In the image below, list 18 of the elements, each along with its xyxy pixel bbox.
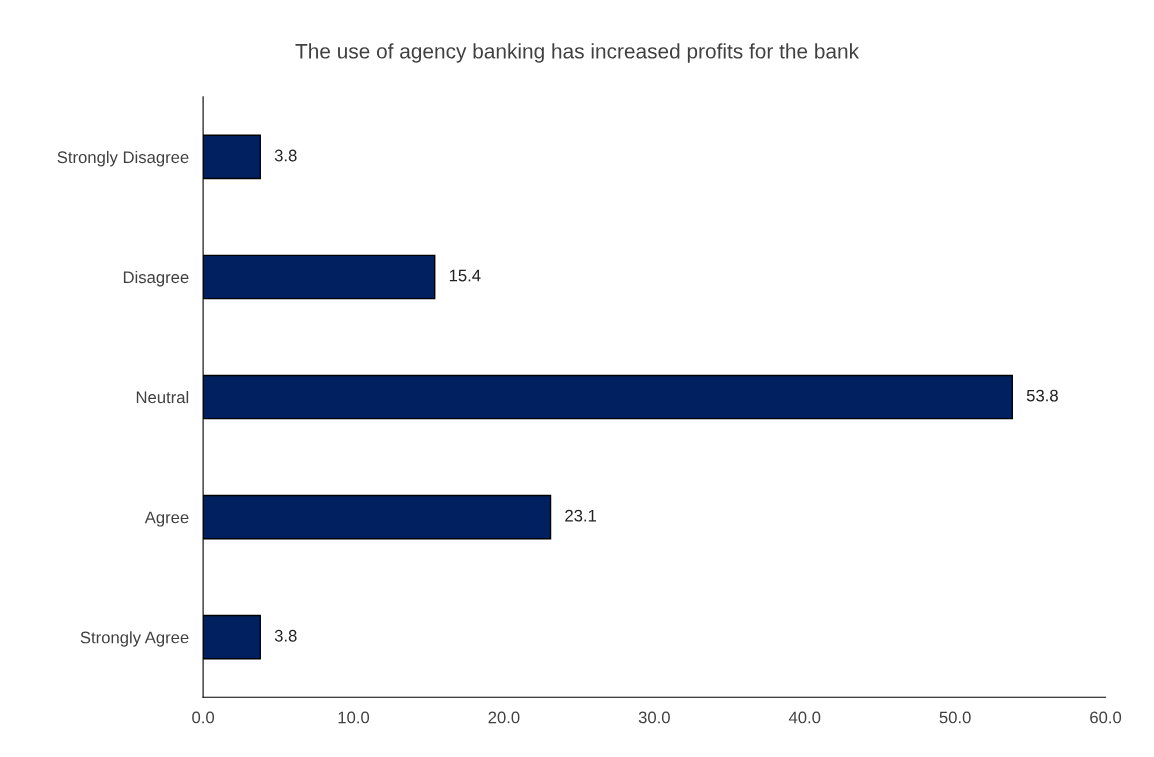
data-label: 15.4 [449,269,481,282]
data-label: 3.8 [274,149,297,162]
x-tick-label: 50.0 [939,711,971,724]
y-tick-label: Strongly Disagree [57,150,189,167]
data-label: 3.8 [274,629,297,642]
y-tick-label: Agree [144,511,189,527]
x-tick-label: 10.0 [338,711,370,724]
x-tick-label: 0.0 [192,711,215,724]
x-tick-label: 20.0 [488,711,520,724]
y-tick-label: Neutral [136,391,189,404]
y-tick-label: Strongly Agree [80,631,189,647]
data-label: 23.1 [565,509,597,522]
x-tick-label: 40.0 [788,711,821,724]
y-tick-label: Disagree [123,270,189,287]
chart-title: The use of agency banking has increased profits for the bank [295,43,860,63]
x-tick-label: 60.0 [1090,711,1122,724]
data-label: 53.8 [1026,389,1058,402]
x-tick-label: 30.0 [638,711,670,724]
